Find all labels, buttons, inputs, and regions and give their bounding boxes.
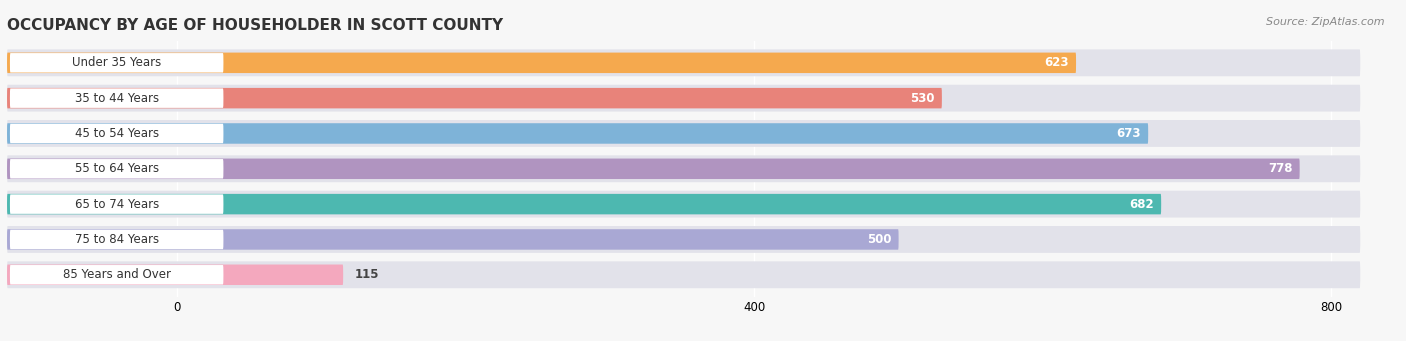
Text: Source: ZipAtlas.com: Source: ZipAtlas.com [1267,17,1385,27]
FancyBboxPatch shape [10,265,224,284]
FancyBboxPatch shape [7,88,942,108]
FancyBboxPatch shape [7,85,1360,112]
Text: 500: 500 [868,233,891,246]
FancyBboxPatch shape [7,123,1149,144]
Text: 85 Years and Over: 85 Years and Over [63,268,170,281]
Text: 778: 778 [1268,162,1292,175]
Text: 673: 673 [1116,127,1142,140]
FancyBboxPatch shape [7,120,1360,147]
FancyBboxPatch shape [10,53,224,73]
FancyBboxPatch shape [10,159,224,179]
Text: 45 to 54 Years: 45 to 54 Years [75,127,159,140]
FancyBboxPatch shape [7,155,1360,182]
FancyBboxPatch shape [7,194,1161,214]
FancyBboxPatch shape [10,124,224,143]
Text: 55 to 64 Years: 55 to 64 Years [75,162,159,175]
FancyBboxPatch shape [7,226,1360,253]
FancyBboxPatch shape [7,53,1076,73]
FancyBboxPatch shape [10,88,224,108]
FancyBboxPatch shape [10,230,224,249]
Text: 682: 682 [1129,198,1154,211]
FancyBboxPatch shape [7,265,343,285]
Text: 65 to 74 Years: 65 to 74 Years [75,198,159,211]
Text: 75 to 84 Years: 75 to 84 Years [75,233,159,246]
FancyBboxPatch shape [7,261,1360,288]
FancyBboxPatch shape [7,159,1299,179]
FancyBboxPatch shape [10,194,224,214]
FancyBboxPatch shape [7,191,1360,218]
Text: 623: 623 [1045,56,1069,69]
Text: Under 35 Years: Under 35 Years [72,56,162,69]
Text: OCCUPANCY BY AGE OF HOUSEHOLDER IN SCOTT COUNTY: OCCUPANCY BY AGE OF HOUSEHOLDER IN SCOTT… [7,18,503,33]
FancyBboxPatch shape [7,49,1360,76]
FancyBboxPatch shape [7,229,898,250]
Text: 115: 115 [354,268,380,281]
Text: 530: 530 [910,92,935,105]
Text: 35 to 44 Years: 35 to 44 Years [75,92,159,105]
